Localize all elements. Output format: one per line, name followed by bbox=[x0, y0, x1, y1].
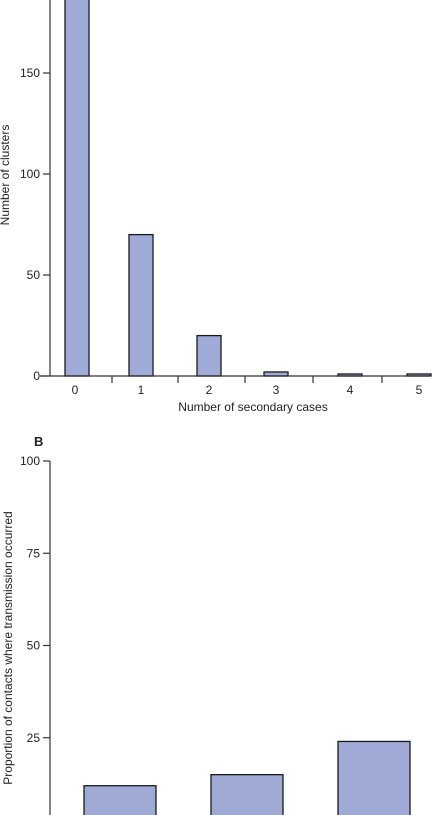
panel-b-y-tick-label: 25 bbox=[27, 731, 41, 745]
panel-a-bar-2 bbox=[196, 334, 222, 377]
panel-a-x-ticks: 0 1 2 3 4 5 bbox=[72, 376, 423, 397]
panel-b-label: B bbox=[34, 434, 43, 449]
panel-b-chart: B 25 50 75 100 Proportion of contacts where… bbox=[1, 434, 411, 815]
panel-a-y-tick-label: 0 bbox=[33, 369, 40, 383]
panel-b-bar bbox=[337, 740, 411, 815]
panel-b-y-tick-label: 50 bbox=[27, 639, 41, 653]
panel-a-x-axis-title: Number of secondary cases bbox=[178, 400, 327, 414]
panel-b-bar bbox=[210, 774, 284, 815]
panel-a-x-tick-label: 5 bbox=[416, 383, 423, 397]
panel-a-chart: 0 50 100 150 0 1 2 3 4 5 Number of secondary cas… bbox=[0, 0, 432, 414]
panel-a-x-tick-label: 0 bbox=[72, 383, 79, 397]
panel-a-y-ticks: 0 50 100 150 bbox=[20, 66, 50, 383]
panel-a-bar-3 bbox=[263, 371, 289, 377]
panel-a-x-tick-label: 2 bbox=[206, 383, 213, 397]
panel-a-y-axis-title: Number of clusters bbox=[0, 125, 12, 226]
panel-b-y-ticks: 25 50 75 100 bbox=[20, 454, 50, 745]
panel-a-bars bbox=[64, 0, 432, 377]
panel-a-x-tick-label: 3 bbox=[273, 383, 280, 397]
panel-b-bar bbox=[83, 785, 157, 815]
panel-a-bar-1 bbox=[128, 233, 154, 377]
panel-a-x-tick-label: 1 bbox=[138, 383, 145, 397]
panel-a-y-tick-label: 50 bbox=[27, 268, 41, 282]
panel-a-y-tick-label: 100 bbox=[20, 167, 40, 181]
panel-b-bars bbox=[83, 740, 411, 815]
panel-b-y-tick-label: 100 bbox=[20, 454, 40, 468]
panel-b-y-tick-label: 75 bbox=[27, 546, 41, 560]
panel-b-y-axis-title: Proportion of contacts where transmissio… bbox=[1, 511, 15, 784]
panel-a-bar-0 bbox=[64, 0, 90, 377]
panel-a-y-tick-label: 150 bbox=[20, 66, 40, 80]
panel-a-x-tick-label: 4 bbox=[347, 383, 354, 397]
